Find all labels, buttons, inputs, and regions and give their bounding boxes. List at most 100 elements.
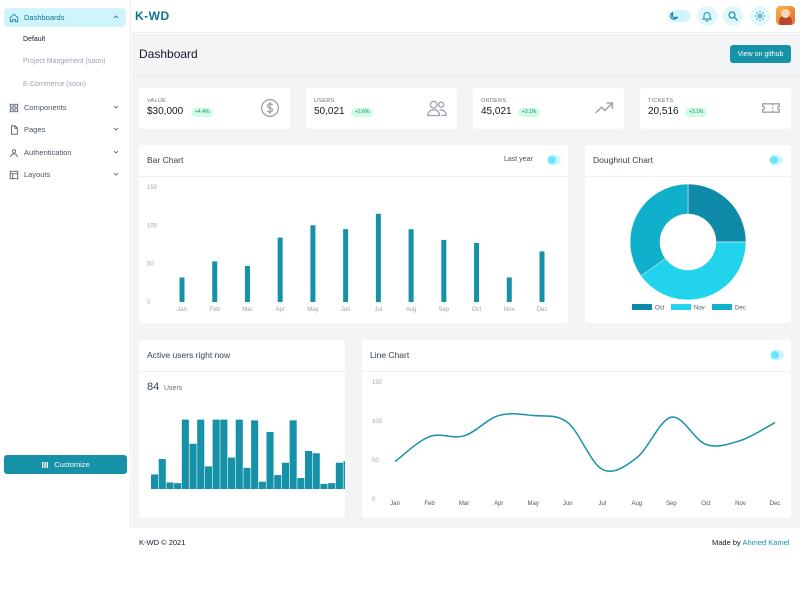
stat-badge: +2.6%: [351, 108, 374, 117]
bar: [189, 443, 197, 489]
x-tick-label: Apr: [494, 501, 503, 507]
bar: [274, 475, 282, 489]
bar: [235, 419, 243, 489]
bar: [181, 419, 189, 489]
sidebar-subitem-ecommerce[interactable]: E-Commerce (soon): [23, 81, 87, 88]
search-button[interactable]: [723, 6, 743, 26]
bar: [179, 277, 185, 302]
sidebar: Dashboards Default Project Mangement (so…: [0, 0, 131, 528]
chevron-down-icon: [113, 150, 119, 154]
sidebar-item-pages[interactable]: Pages: [4, 120, 126, 139]
active-users-title: Active users right now: [147, 350, 231, 360]
grid-icon: [9, 103, 19, 112]
bar-chart-toggle[interactable]: [547, 155, 561, 165]
stat-badge: +3.1%: [685, 108, 708, 117]
x-tick-label: Dec: [770, 501, 781, 507]
sidebar-item-components[interactable]: Components: [4, 98, 126, 117]
author-link[interactable]: Ahmed Kamel: [742, 538, 790, 547]
brand-logo[interactable]: K-WD: [135, 9, 170, 23]
bar-chart-card: Bar Chart Last year 0 50 100 150 Jan Feb Mar Ap…: [139, 145, 568, 323]
bar: [212, 419, 220, 489]
bar: [328, 483, 336, 489]
bar-chart: 0 50 100 150 Jan Feb Mar Apr May Jun Jul Aug Sep Oct N…: [147, 185, 548, 313]
settings-button[interactable]: [750, 6, 770, 26]
home-icon: [9, 13, 19, 22]
customize-label: Customize: [54, 460, 90, 469]
active-users-count: 84: [147, 381, 160, 393]
x-tick-label: Jun: [341, 307, 351, 313]
bar: [228, 457, 236, 489]
stat-value: 50,021: [314, 106, 345, 117]
footer-copyright: K-WD © 2021: [139, 538, 186, 547]
bar: [375, 213, 381, 302]
doughnut-chart: Oct Nov Dec: [629, 183, 747, 312]
document-icon: [11, 124, 18, 135]
sliders-icon: [42, 461, 49, 468]
avatar[interactable]: [776, 6, 795, 25]
stat-card-users: USERS 50,021 +2.6%: [306, 88, 457, 129]
doughnut-slice: [640, 241, 747, 301]
x-tick-label: Feb: [424, 501, 435, 507]
bar: [258, 481, 266, 489]
sidebar-item-layouts[interactable]: Layouts: [4, 165, 126, 184]
stat-card-tickets: TICKETS 20,516 +3.1%: [640, 88, 791, 129]
sidebar-item-label: Dashboards: [24, 13, 65, 22]
divider: [585, 176, 791, 177]
x-tick-label: Jun: [563, 501, 573, 507]
notifications-button[interactable]: [697, 6, 717, 26]
line-chart-toggle[interactable]: [770, 350, 784, 360]
theme-toggle[interactable]: [668, 10, 690, 22]
divider: [362, 371, 791, 372]
stat-badge: +4.4%: [191, 108, 214, 117]
x-tick-label: Apr: [276, 307, 285, 313]
moon-icon: [670, 12, 678, 20]
chevron-down-icon: [113, 105, 119, 109]
y-tick-label: 0: [147, 300, 151, 306]
doughnut-chart-toggle[interactable]: [769, 155, 783, 165]
bar-chart-filter[interactable]: Last year: [504, 156, 533, 163]
stat-value: 45,021: [481, 106, 512, 117]
made-by-label: Made by: [712, 538, 741, 547]
trend-up-icon: [595, 102, 614, 114]
bar: [151, 474, 159, 489]
bar: [297, 478, 305, 489]
bar: [539, 251, 545, 302]
legend-swatch: [632, 304, 652, 310]
footer-credit: Made by Ahmed Kamel: [712, 538, 790, 547]
gear-icon: [755, 11, 765, 21]
bar: [289, 420, 297, 489]
legend-swatch: [671, 304, 691, 310]
doughnut-slice: [629, 183, 689, 277]
bar: [266, 432, 274, 489]
ticket-icon: [762, 103, 780, 113]
bar: [320, 483, 328, 489]
x-tick-label: Aug: [631, 501, 642, 507]
active-users-chart: [151, 419, 345, 489]
x-tick-label: May: [528, 501, 539, 507]
view-on-github-button[interactable]: View on github: [730, 45, 791, 63]
sidebar-item-dashboards[interactable]: Dashboards: [4, 8, 126, 27]
x-tick-label: Dec: [537, 307, 548, 313]
sidebar-item-authentication[interactable]: Authentication: [4, 143, 126, 162]
stat-value: $30,000: [147, 106, 184, 117]
x-tick-label: May: [307, 307, 318, 313]
bar: [204, 466, 212, 489]
sidebar-subitem-default[interactable]: Default: [23, 36, 46, 43]
legend-label: Oct: [655, 306, 665, 312]
stat-card-value: VALUE $30,000 +4.4%: [139, 88, 290, 129]
x-tick-label: Jan: [390, 501, 400, 507]
sidebar-subitem-project-management[interactable]: Project Mangement (soon): [23, 58, 106, 65]
doughnut-chart-title: Doughnut Chart: [593, 155, 654, 165]
line-chart-card: Line Chart 0 50 100 150 Jan Feb Mar Apr May Jun Ju…: [362, 340, 791, 518]
x-tick-label: Jul: [598, 501, 606, 507]
bar-chart-title: Bar Chart: [147, 155, 184, 165]
chevron-down-icon: [113, 127, 119, 131]
stat-label: TICKETS: [648, 98, 674, 104]
y-tick-label: 50: [147, 262, 154, 268]
bar: [312, 453, 320, 489]
bar: [506, 277, 512, 302]
user-icon: [10, 148, 18, 157]
customize-button[interactable]: Customize: [4, 455, 127, 474]
stat-card-orders: ORDERS 45,021 +3.1%: [473, 88, 624, 129]
y-tick-label: 0: [372, 497, 376, 503]
